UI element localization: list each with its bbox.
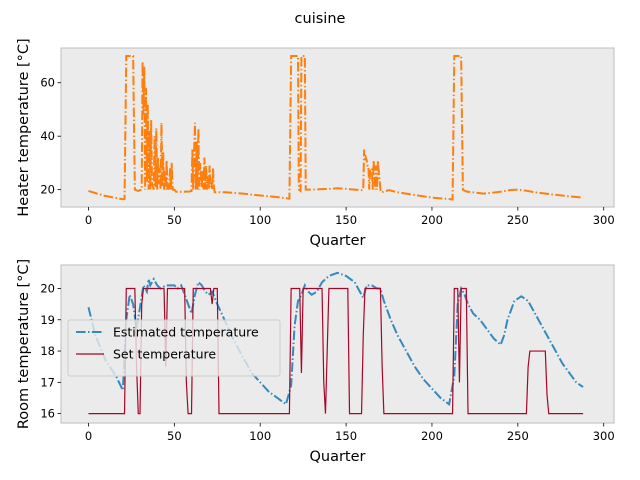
x-tick-label: 300 — [593, 429, 615, 443]
y-tick-label: 18 — [40, 344, 55, 358]
x-tick-label: 50 — [167, 429, 182, 443]
x-tick-label: 250 — [507, 429, 529, 443]
y-axis-label: Heater temperature [°C] — [16, 38, 32, 216]
x-axis-label: Quarter — [309, 233, 365, 249]
legend-box — [67, 319, 281, 377]
plot-frame — [60, 264, 615, 424]
y-tick-label: 20 — [40, 183, 55, 197]
x-tick-label: 300 — [593, 213, 615, 227]
plot-frame — [60, 47, 615, 208]
x-tick-label: 0 — [85, 213, 92, 227]
x-axis-label: Quarter — [309, 449, 365, 465]
x-tick-label: 150 — [335, 213, 357, 227]
x-tick-label: 0 — [85, 429, 92, 443]
heater-temperature-chart: 0 50 100 150 200 250 300 20 40 60 Quarter Heater te… — [16, 38, 615, 249]
y-tick-label: 20 — [40, 281, 55, 295]
legend-label: Estimated temperature — [113, 325, 259, 340]
y-tick-label: 60 — [40, 76, 55, 90]
x-tick-label: 100 — [249, 213, 271, 227]
x-tick-label: 250 — [507, 213, 529, 227]
room-temperature-chart: 0 50 100 150 200 250 300 16 17 18 19 20 Quarter Room … — [16, 259, 615, 465]
x-tick-label: 100 — [249, 429, 271, 443]
y-axis-label: Room temperature [°C] — [16, 259, 32, 429]
x-tick-label: 200 — [421, 213, 443, 227]
x-tick-label: 50 — [167, 213, 182, 227]
y-tick-label: 17 — [40, 375, 55, 389]
legend-label: Set temperature — [113, 347, 216, 362]
y-tick-label: 40 — [40, 129, 55, 143]
x-tick-label: 150 — [335, 429, 357, 443]
figure-title: cuisine — [295, 11, 346, 27]
y-tick-label: 16 — [40, 407, 55, 421]
x-tick-label: 200 — [421, 429, 443, 443]
series-line-1-1 — [88, 287, 584, 415]
series-line-0-0 — [88, 55, 584, 201]
y-tick-label: 19 — [40, 313, 55, 327]
legend: Estimated temperature Set temperature — [67, 319, 281, 377]
